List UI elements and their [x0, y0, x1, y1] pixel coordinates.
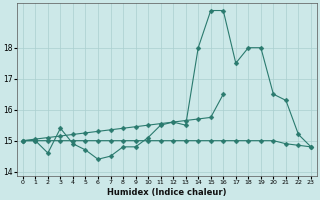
X-axis label: Humidex (Indice chaleur): Humidex (Indice chaleur)	[107, 188, 227, 197]
